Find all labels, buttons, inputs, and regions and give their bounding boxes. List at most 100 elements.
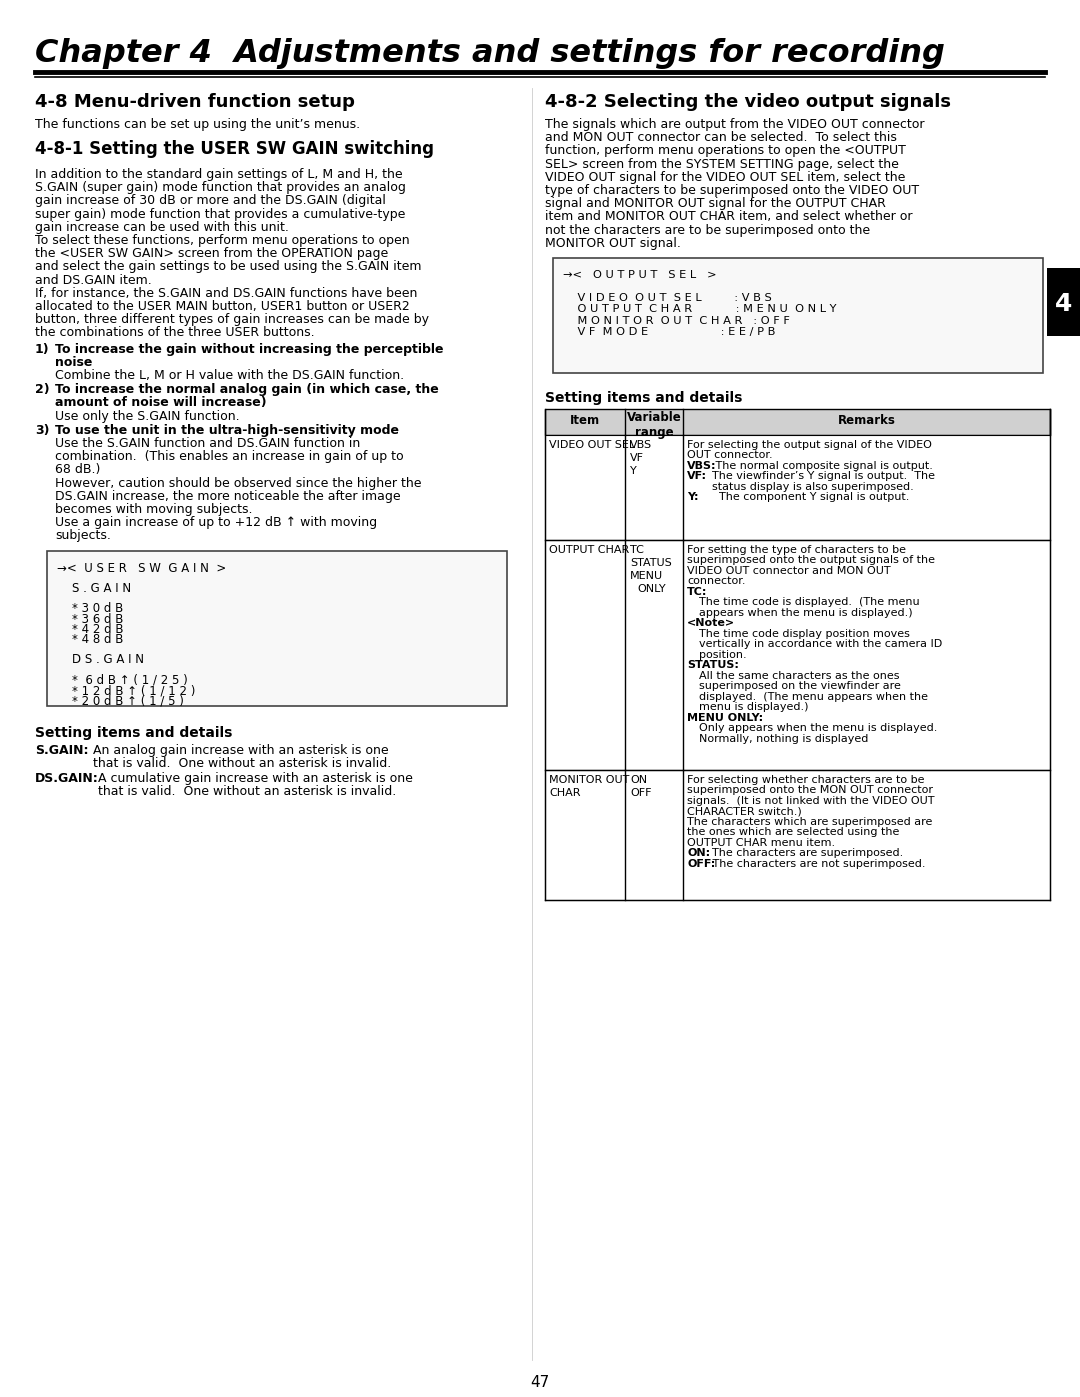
Text: * 1 2 d B ↑ ( 1 / 1 2 ): * 1 2 d B ↑ ( 1 / 1 2 ) bbox=[57, 685, 195, 697]
Text: status display is also superimposed.: status display is also superimposed. bbox=[705, 482, 914, 492]
Text: The characters are superimposed.: The characters are superimposed. bbox=[705, 848, 903, 859]
Text: * 2 0 d B ↑ ( 1 / 5 ): * 2 0 d B ↑ ( 1 / 5 ) bbox=[57, 694, 184, 707]
Text: position.: position. bbox=[699, 650, 746, 659]
Text: allocated to the USER MAIN button, USER1 button or USER2: allocated to the USER MAIN button, USER1… bbox=[35, 300, 409, 313]
Text: menu is displayed.): menu is displayed.) bbox=[699, 703, 809, 712]
Text: All the same characters as the ones: All the same characters as the ones bbox=[699, 671, 900, 680]
Text: Chapter 4  Adjustments and settings for recording: Chapter 4 Adjustments and settings for r… bbox=[35, 38, 945, 68]
Text: M O N I T O R  O U T  C H A R   : O F F: M O N I T O R O U T C H A R : O F F bbox=[563, 316, 789, 326]
Text: displayed.  (The menu appears when the: displayed. (The menu appears when the bbox=[699, 692, 928, 703]
Text: OUT connector.: OUT connector. bbox=[687, 450, 772, 461]
Text: VIDEO OUT signal for the VIDEO OUT SEL item, select the: VIDEO OUT signal for the VIDEO OUT SEL i… bbox=[545, 170, 905, 184]
Text: Use a gain increase of up to +12 dB ↑ with moving: Use a gain increase of up to +12 dB ↑ wi… bbox=[55, 517, 377, 529]
Text: ON:: ON: bbox=[687, 848, 711, 859]
Text: The component Y signal is output.: The component Y signal is output. bbox=[705, 493, 909, 503]
Text: S.GAIN:: S.GAIN: bbox=[35, 743, 89, 757]
Text: DS.GAIN increase, the more noticeable the after image: DS.GAIN increase, the more noticeable th… bbox=[55, 490, 401, 503]
Text: Setting items and details: Setting items and details bbox=[35, 725, 232, 739]
Text: ONLY: ONLY bbox=[637, 584, 665, 594]
Text: appears when the menu is displayed.): appears when the menu is displayed.) bbox=[699, 608, 913, 617]
Text: and MON OUT connector can be selected.  To select this: and MON OUT connector can be selected. T… bbox=[545, 131, 896, 144]
Text: 4-8 Menu-driven function setup: 4-8 Menu-driven function setup bbox=[35, 94, 355, 110]
Text: The time code is displayed.  (The menu: The time code is displayed. (The menu bbox=[699, 598, 920, 608]
Text: type of characters to be superimposed onto the VIDEO OUT: type of characters to be superimposed on… bbox=[545, 184, 919, 197]
Text: super gain) mode function that provides a cumulative-type: super gain) mode function that provides … bbox=[35, 208, 405, 221]
Bar bbox=[1047, 268, 1080, 337]
Text: and DS.GAIN item.: and DS.GAIN item. bbox=[35, 274, 152, 286]
Text: 47: 47 bbox=[530, 1375, 550, 1390]
Text: TC:: TC: bbox=[687, 587, 707, 597]
Text: 4-8-1 Setting the USER SW GAIN switching: 4-8-1 Setting the USER SW GAIN switching bbox=[35, 140, 434, 158]
Bar bbox=[48, 550, 507, 705]
Text: 68 dB.): 68 dB.) bbox=[55, 464, 100, 476]
Text: signal and MONITOR OUT signal for the OUTPUT CHAR: signal and MONITOR OUT signal for the OU… bbox=[545, 197, 886, 210]
Text: DS.GAIN:: DS.GAIN: bbox=[35, 773, 98, 785]
Text: VF:: VF: bbox=[687, 472, 707, 482]
Text: STATUS: STATUS bbox=[630, 557, 672, 569]
Text: * 3 6 d B: * 3 6 d B bbox=[57, 613, 123, 626]
Text: *  6 d B ↑ ( 1 / 2 5 ): * 6 d B ↑ ( 1 / 2 5 ) bbox=[57, 673, 188, 687]
Text: The signals which are output from the VIDEO OUT connector: The signals which are output from the VI… bbox=[545, 117, 924, 131]
Text: 1): 1) bbox=[35, 342, 50, 356]
Text: To use the unit in the ultra-high-sensitivity mode: To use the unit in the ultra-high-sensit… bbox=[55, 423, 399, 437]
Bar bbox=[545, 434, 1050, 541]
Text: →<  U S E R   S W  G A I N  >: →< U S E R S W G A I N > bbox=[57, 562, 226, 574]
Text: button, three different types of gain increases can be made by: button, three different types of gain in… bbox=[35, 313, 429, 327]
Text: gain increase of 30 dB or more and the DS.GAIN (digital: gain increase of 30 dB or more and the D… bbox=[35, 194, 386, 207]
Text: item and MONITOR OUT CHAR item, and select whether or: item and MONITOR OUT CHAR item, and sele… bbox=[545, 211, 913, 224]
Text: vertically in accordance with the camera ID: vertically in accordance with the camera… bbox=[699, 640, 942, 650]
Text: that is valid.  One without an asterisk is invalid.: that is valid. One without an asterisk i… bbox=[98, 785, 396, 798]
Text: Combine the L, M or H value with the DS.GAIN function.: Combine the L, M or H value with the DS.… bbox=[55, 369, 404, 381]
Text: Setting items and details: Setting items and details bbox=[545, 391, 742, 405]
Text: The characters which are superimposed are: The characters which are superimposed ar… bbox=[687, 817, 932, 827]
Text: superimposed on the viewfinder are: superimposed on the viewfinder are bbox=[699, 682, 901, 692]
Text: For selecting whether characters are to be: For selecting whether characters are to … bbox=[687, 775, 924, 785]
Text: If, for instance, the S.GAIN and DS.GAIN functions have been: If, for instance, the S.GAIN and DS.GAIN… bbox=[35, 286, 417, 300]
Text: S.GAIN (super gain) mode function that provides an analog: S.GAIN (super gain) mode function that p… bbox=[35, 182, 406, 194]
Text: OUTPUT CHAR menu item.: OUTPUT CHAR menu item. bbox=[687, 838, 835, 848]
Text: * 4 2 d B: * 4 2 d B bbox=[57, 623, 123, 636]
Text: TC: TC bbox=[630, 545, 644, 555]
Text: connector.: connector. bbox=[687, 577, 745, 587]
Bar bbox=[545, 541, 1050, 770]
Text: VBS:: VBS: bbox=[687, 461, 716, 471]
Text: becomes with moving subjects.: becomes with moving subjects. bbox=[55, 503, 253, 515]
Text: Y: Y bbox=[630, 467, 637, 476]
Text: The characters are not superimposed.: The characters are not superimposed. bbox=[708, 859, 926, 869]
Text: VIDEO OUT SEL: VIDEO OUT SEL bbox=[549, 440, 635, 450]
Text: The normal composite signal is output.: The normal composite signal is output. bbox=[712, 461, 933, 471]
Text: Use the S.GAIN function and DS.GAIN function in: Use the S.GAIN function and DS.GAIN func… bbox=[55, 437, 361, 450]
Text: Normally, nothing is displayed: Normally, nothing is displayed bbox=[699, 733, 868, 745]
Text: The functions can be set up using the unit’s menus.: The functions can be set up using the un… bbox=[35, 117, 360, 131]
Text: that is valid.  One without an asterisk is invalid.: that is valid. One without an asterisk i… bbox=[93, 757, 391, 770]
Text: S . G A I N: S . G A I N bbox=[57, 583, 131, 595]
Text: CHAR: CHAR bbox=[549, 788, 581, 798]
Text: OFF:: OFF: bbox=[687, 859, 715, 869]
Text: amount of noise will increase): amount of noise will increase) bbox=[55, 397, 267, 409]
Text: MONITOR OUT: MONITOR OUT bbox=[549, 775, 630, 785]
Text: An analog gain increase with an asterisk is one: An analog gain increase with an asterisk… bbox=[93, 743, 389, 757]
Text: superimposed onto the output signals of the: superimposed onto the output signals of … bbox=[687, 556, 935, 566]
Text: STATUS:: STATUS: bbox=[687, 661, 739, 671]
Text: noise: noise bbox=[55, 356, 93, 369]
Text: Variable
range: Variable range bbox=[626, 411, 681, 439]
Text: The time code display position moves: The time code display position moves bbox=[699, 629, 909, 638]
Text: the ones which are selected using the: the ones which are selected using the bbox=[687, 827, 900, 837]
Text: D S . G A I N: D S . G A I N bbox=[57, 654, 144, 666]
Text: MENU: MENU bbox=[630, 571, 663, 581]
Text: function, perform menu operations to open the <OUTPUT: function, perform menu operations to ope… bbox=[545, 144, 906, 158]
Text: SEL> screen from the SYSTEM SETTING page, select the: SEL> screen from the SYSTEM SETTING page… bbox=[545, 158, 899, 170]
Text: To increase the gain without increasing the perceptible: To increase the gain without increasing … bbox=[55, 342, 444, 356]
Text: 2): 2) bbox=[35, 383, 50, 397]
Text: However, caution should be observed since the higher the: However, caution should be observed sinc… bbox=[55, 476, 421, 489]
Text: →<   O U T P U T   S E L   >: →< O U T P U T S E L > bbox=[563, 270, 717, 279]
Text: Only appears when the menu is displayed.: Only appears when the menu is displayed. bbox=[699, 724, 937, 733]
Text: and select the gain settings to be used using the S.GAIN item: and select the gain settings to be used … bbox=[35, 260, 421, 274]
Text: subjects.: subjects. bbox=[55, 529, 111, 542]
Text: To increase the normal analog gain (in which case, the: To increase the normal analog gain (in w… bbox=[55, 383, 438, 397]
Text: * 4 8 d B: * 4 8 d B bbox=[57, 633, 123, 645]
Text: 4-8-2 Selecting the video output signals: 4-8-2 Selecting the video output signals bbox=[545, 94, 951, 110]
Text: MENU ONLY:: MENU ONLY: bbox=[687, 712, 764, 724]
Text: OUTPUT CHAR: OUTPUT CHAR bbox=[549, 545, 630, 555]
Text: V I D E O  O U T  S E L         : V B S: V I D E O O U T S E L : V B S bbox=[563, 293, 772, 303]
